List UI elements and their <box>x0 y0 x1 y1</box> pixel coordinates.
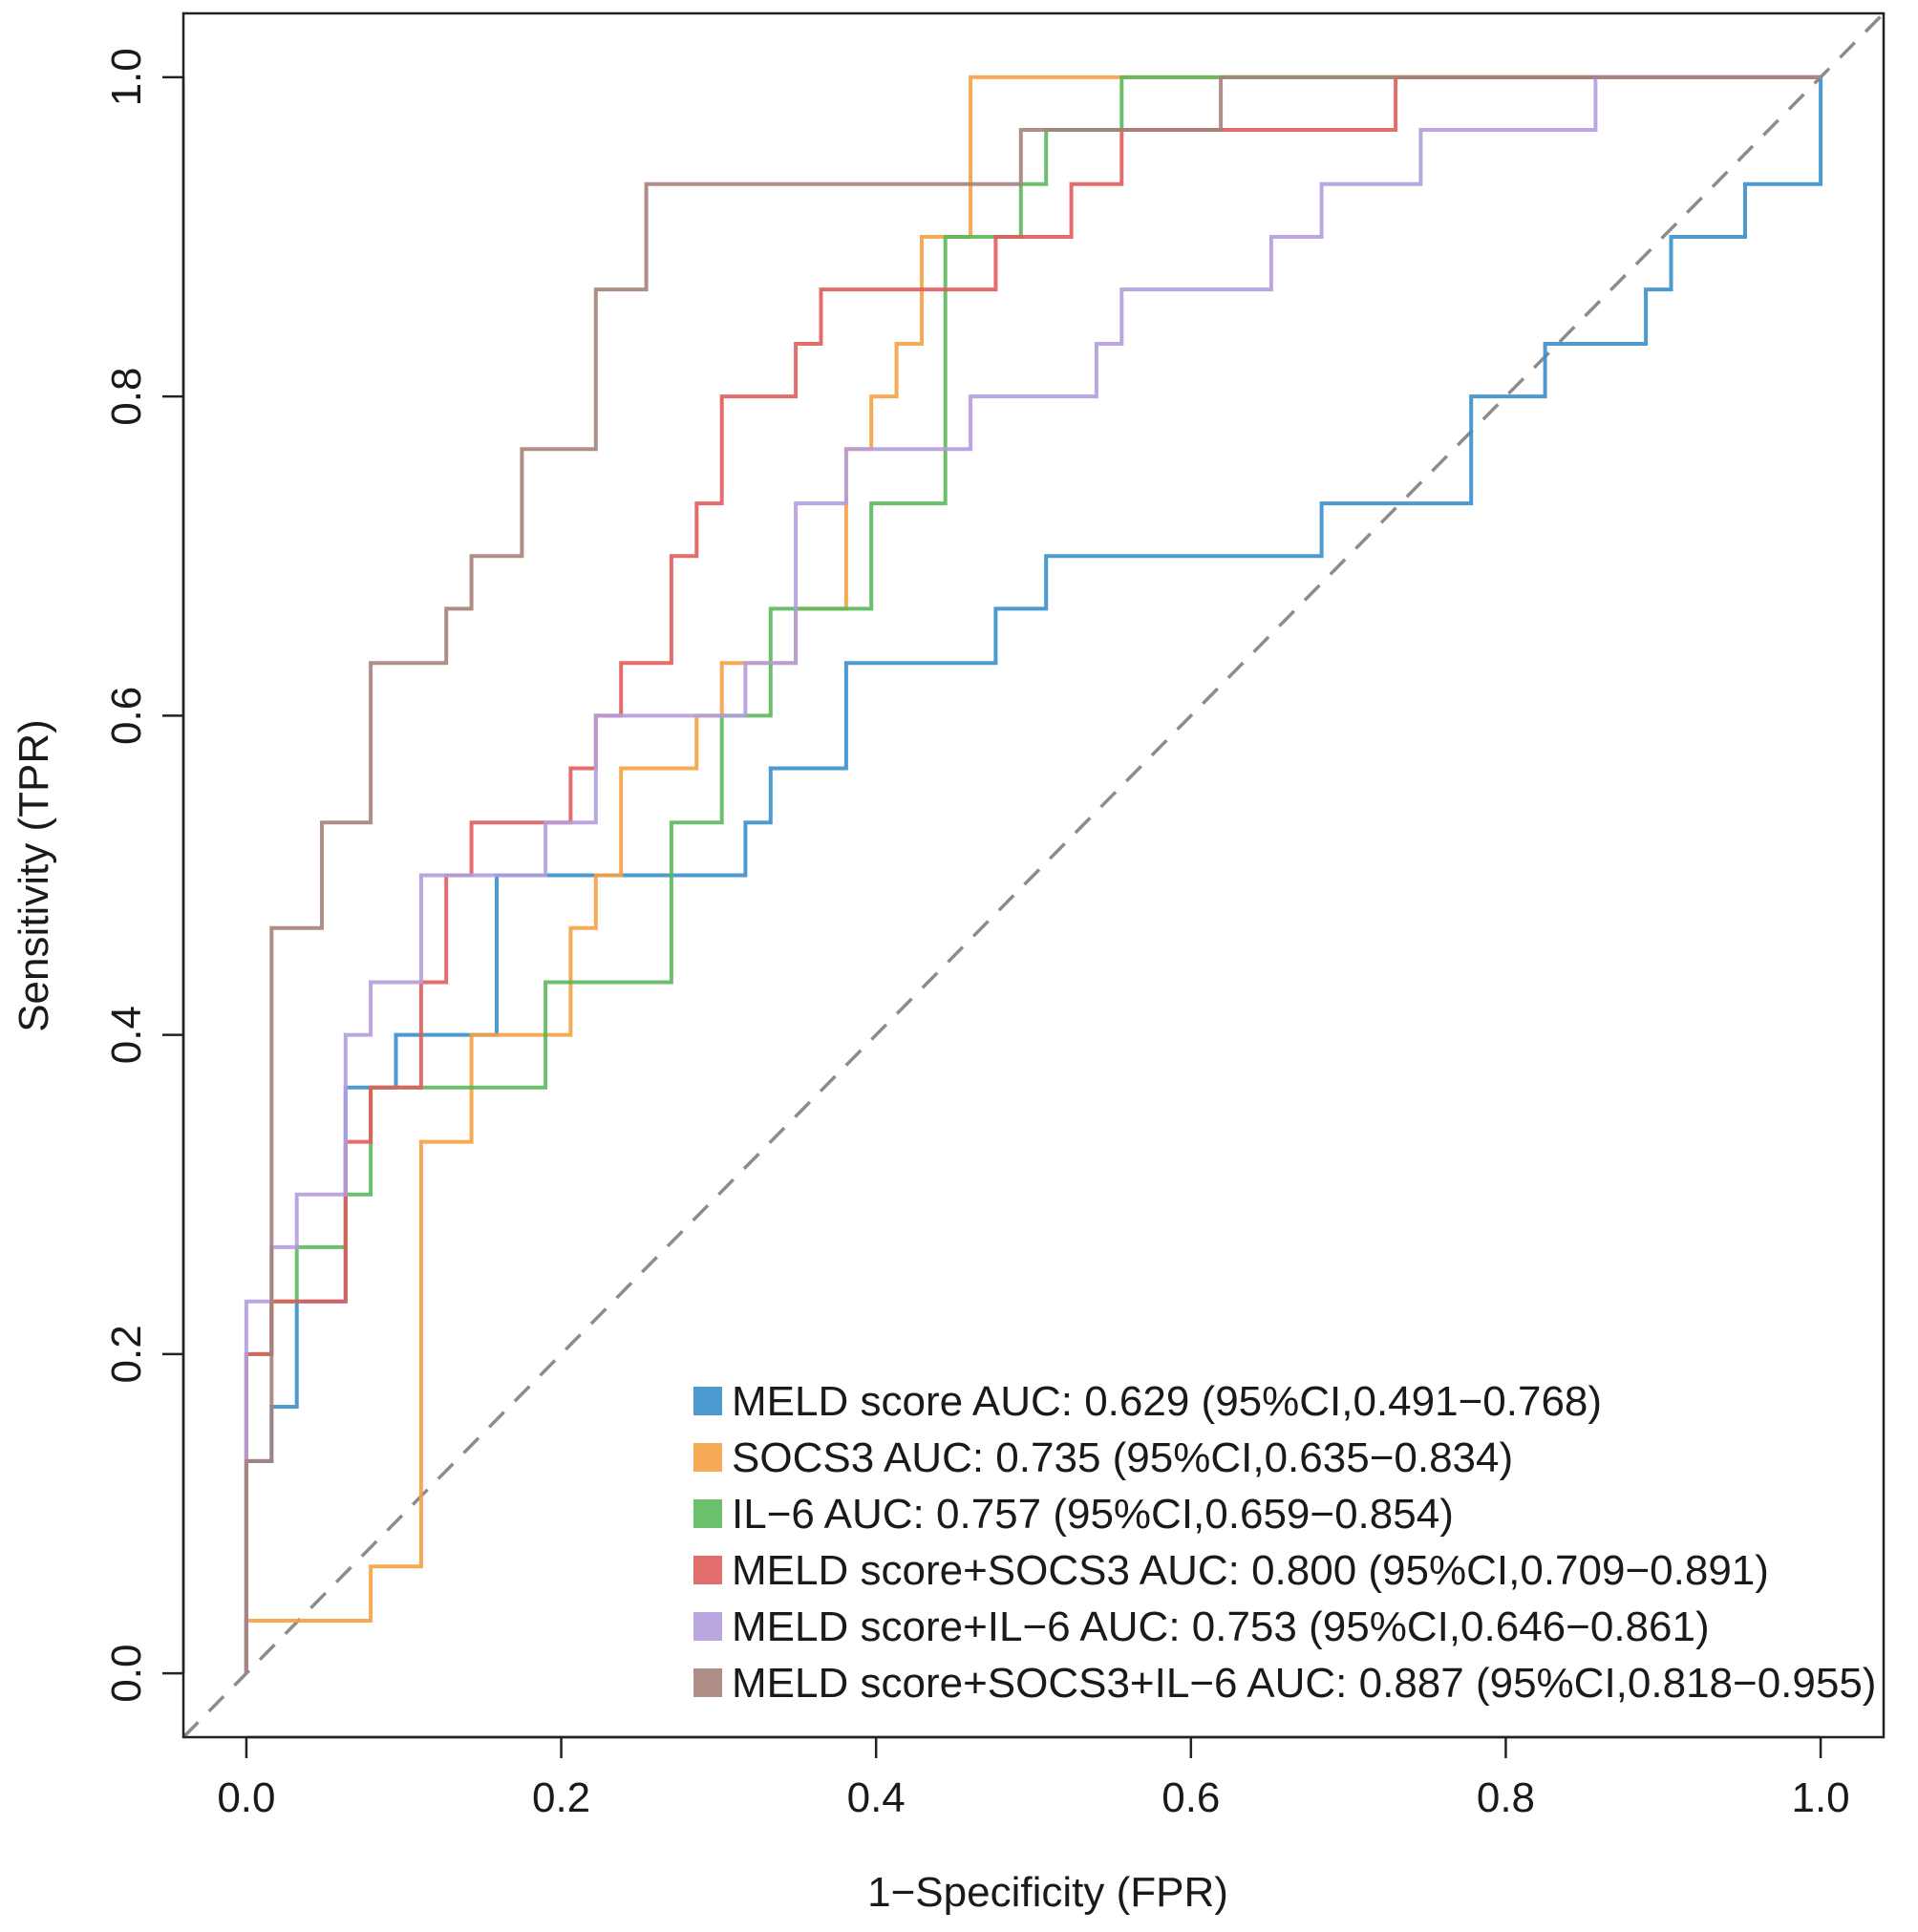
y-tick-label: 0.4 <box>103 1006 150 1064</box>
legend-entry-label: SOCS3 AUC: 0.735 (95%CI,0.635−0.834) <box>732 1434 1513 1481</box>
y-tick-label: 0.2 <box>103 1325 150 1383</box>
y-axis-label: Sensitivity (TPR) <box>11 719 57 1032</box>
legend-entry-label: MELD score+SOCS3 AUC: 0.800 (95%CI,0.709… <box>732 1547 1769 1594</box>
x-axis: 0.0 0.2 0.4 0.6 0.8 1.0 <box>217 1735 1850 1821</box>
x-tick-label: 0.2 <box>532 1774 590 1821</box>
roc-curve-meld-score-il-6 <box>244 74 1822 1674</box>
legend-swatch <box>693 1443 722 1472</box>
legend-swatch <box>693 1387 722 1415</box>
y-tick-label: 0.6 <box>103 687 150 745</box>
legend-swatch <box>693 1668 722 1697</box>
legend: MELD score AUC: 0.629 (95%CI,0.491−0.768… <box>693 1378 1876 1707</box>
legend-entry-label: MELD score+SOCS3+IL−6 AUC: 0.887 (95%CI,… <box>732 1660 1876 1707</box>
legend-entry-label: MELD score+IL−6 AUC: 0.753 (95%CI,0.646−… <box>732 1603 1710 1650</box>
roc-curve-il-6 <box>244 74 1822 1674</box>
roc-curve-meld-score-socs3-il-6 <box>244 74 1822 1674</box>
x-tick-label: 0.6 <box>1161 1774 1220 1821</box>
y-tick-label: 1.0 <box>103 48 150 106</box>
legend-swatch <box>693 1612 722 1641</box>
y-tick-label: 0.0 <box>103 1645 150 1703</box>
reference-diagonal-line <box>181 11 1886 1739</box>
legend-entry-label: MELD score AUC: 0.629 (95%CI,0.491−0.768… <box>732 1378 1602 1425</box>
x-tick-label: 0.4 <box>847 1774 906 1821</box>
x-tick-label: 1.0 <box>1791 1774 1849 1821</box>
legend-entry-label: IL−6 AUC: 0.757 (95%CI,0.659−0.854) <box>732 1491 1454 1538</box>
x-tick-label: 0.0 <box>217 1774 275 1821</box>
legend-swatch <box>693 1556 722 1584</box>
y-tick-label: 0.8 <box>103 368 150 426</box>
y-axis: 0.0 0.2 0.4 0.6 0.8 1.0 <box>103 48 185 1703</box>
legend-swatch <box>693 1499 722 1528</box>
roc-curve-meld-score-socs3 <box>244 74 1822 1674</box>
x-tick-label: 0.8 <box>1477 1774 1535 1821</box>
x-axis-label: 1−Specificity (FPR) <box>867 1869 1228 1916</box>
